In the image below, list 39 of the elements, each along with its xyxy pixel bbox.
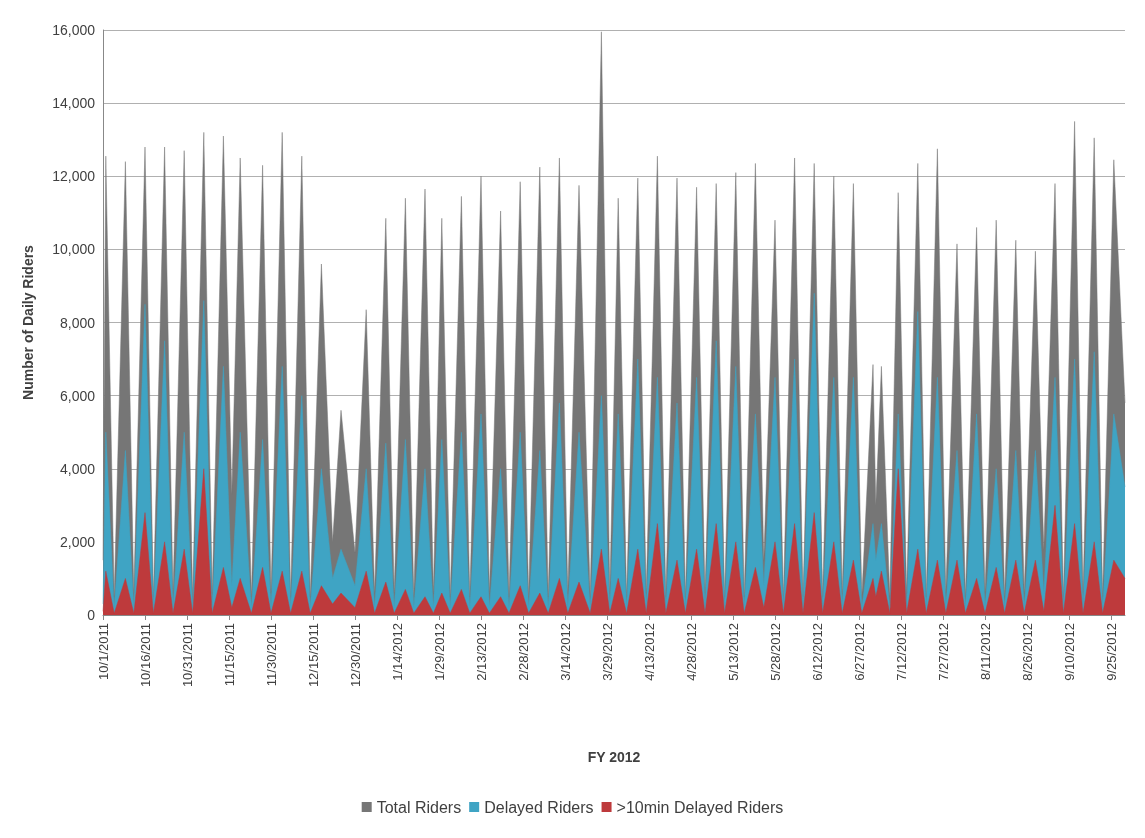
y-tick-label: 8,000 — [59, 314, 96, 331]
y-tick-label: 10,000 — [52, 241, 96, 258]
x-tick-label: 8/26/2012 — [1019, 623, 1035, 681]
x-tick-label: 1/14/2012 — [389, 623, 405, 681]
y-tick-label: 4,000 — [59, 460, 96, 477]
x-tick-label: 10/16/2011 — [137, 623, 153, 688]
x-tick-label: 11/30/2011 — [263, 623, 279, 687]
x-tick-label: 10/1/2011 — [95, 623, 111, 680]
x-tick-label: 5/13/2012 — [725, 623, 741, 681]
x-tick-label: 6/12/2012 — [809, 623, 825, 681]
x-tick-label: 2/13/2012 — [473, 623, 489, 681]
y-tick-label: 2,000 — [59, 533, 96, 550]
legend-label: >10min Delayed Riders — [616, 798, 784, 816]
y-tick-label: 14,000 — [52, 95, 96, 112]
y-tick-label: 0 — [87, 607, 96, 623]
x-tick-label: 4/28/2012 — [683, 623, 699, 681]
x-tick-label: 4/13/2012 — [641, 623, 657, 681]
y-tick-label: 6,000 — [59, 387, 96, 404]
x-tick-label: 12/30/2011 — [347, 623, 363, 688]
y-axis-title: Number of Daily Riders — [20, 244, 36, 400]
x-tick-label: 3/29/2012 — [599, 623, 615, 681]
x-tick-label: 7/12/2012 — [893, 623, 909, 681]
x-tick-label: 10/31/2011 — [179, 623, 195, 688]
x-tick-label: 7/27/2012 — [935, 623, 951, 681]
x-tick-label: 1/29/2012 — [431, 623, 447, 681]
x-tick-label: 5/28/2012 — [767, 623, 783, 681]
x-tick-label: 9/10/2012 — [1061, 623, 1077, 681]
y-tick-label: 12,000 — [52, 168, 96, 185]
x-tick-label: 3/14/2012 — [557, 623, 573, 681]
x-axis-title: FY 2012 — [587, 749, 641, 765]
x-tick-label: 6/27/2012 — [851, 623, 867, 681]
x-tick-label: 8/11/2012 — [977, 623, 993, 680]
x-tick-label: 12/15/2011 — [305, 623, 321, 688]
legend-label: Delayed Riders — [484, 798, 594, 816]
x-tick-label: 9/25/2012 — [1103, 623, 1119, 681]
x-tick-label: 11/15/2011 — [221, 623, 237, 687]
y-tick-label: 16,000 — [52, 22, 96, 38]
x-tick-label: 2/28/2012 — [515, 623, 531, 681]
legend-label: Total Riders — [376, 798, 462, 816]
